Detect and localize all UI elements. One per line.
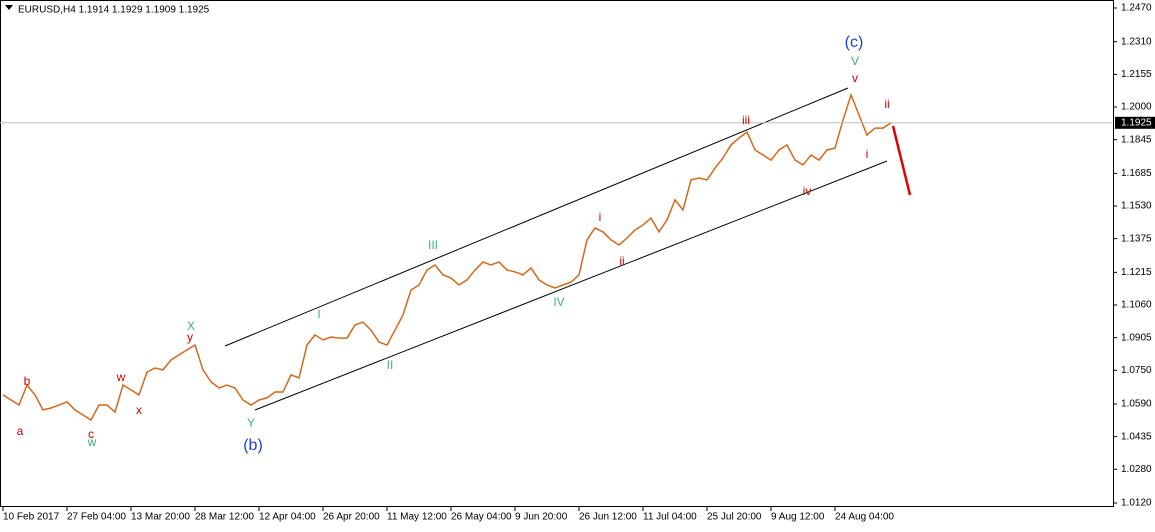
x-tick-label: 28 Mar 12:00 [195,512,254,523]
y-tick-label: 1.2310 [1121,36,1152,47]
y-tick-label: 1.1530 [1121,201,1152,212]
x-tick-label: 26 Apr 20:00 [323,512,380,523]
wave-label: v [852,71,858,85]
y-tick-label: 1.0750 [1121,365,1152,376]
wave-label: II [387,358,394,372]
current-price-label: 1.1925 [1121,117,1152,128]
y-tick-label: 1.1845 [1121,134,1152,145]
x-tick-label: 9 Jun 20:00 [515,512,568,523]
wave-label: x [136,403,142,417]
wave-label: III [428,238,438,252]
chart-title: EURUSD,H4 1.1914 1.1929 1.1909 1.1925 [18,5,210,16]
y-tick-label: 1.0435 [1121,431,1152,442]
wave-label: w [87,435,97,449]
wave-label: i [866,147,869,161]
x-tick-label: 11 Jul 04:00 [643,512,697,523]
x-tick-label: 10 Feb 2017 [3,512,60,523]
projection-line [891,125,912,196]
menu-icon[interactable] [5,5,13,10]
y-tick-label: 1.2470 [1121,3,1152,14]
x-tick-label: 26 Jun 12:00 [579,512,637,523]
y-tick-label: 1.2000 [1121,102,1152,113]
wave-label: I [317,307,320,321]
wave-label: a [17,424,24,438]
y-tick-label: 1.2155 [1121,69,1152,80]
wave-label: Y [247,416,255,430]
x-tick-label: 11 May 12:00 [387,512,447,523]
channel-lower [254,160,888,411]
y-tick-label: 1.1060 [1121,300,1152,311]
wave-label: y [187,330,193,344]
wave-label: X [187,319,195,333]
x-tick-label: 13 Mar 20:00 [131,512,190,523]
wave-label: iii [742,113,750,127]
wave-label: (c) [845,34,864,51]
x-tick-label: 24 Aug 04:00 [835,512,894,523]
y-tick-label: 1.1375 [1121,233,1152,244]
x-tick-label: 25 Jul 20:00 [707,512,762,523]
wave-label: i [599,210,602,224]
y-tick-label: 1.0905 [1121,332,1152,343]
wave-label: iv [803,184,812,198]
y-tick-label: 1.1215 [1121,267,1152,278]
y-tick-label: 1.1685 [1121,168,1152,179]
price-line [2,92,892,422]
plot-frame [0,0,1114,507]
wave-label: ii [619,254,624,268]
wave-label: w [116,370,126,384]
y-tick-label: 1.0590 [1121,399,1152,410]
x-tick-label: 12 Apr 04:00 [259,512,316,523]
x-tick-label: 27 Feb 04:00 [67,512,126,523]
wave-label: IV [553,295,564,309]
wave-label: b [24,374,31,388]
channel-upper [224,87,849,347]
wave-label: V [851,54,859,68]
wave-label: (b) [243,437,263,454]
y-tick-label: 1.0280 [1121,464,1152,475]
wave-label: c [88,427,94,441]
current-price-box [1115,116,1155,129]
y-tick-label: 1.0120 [1121,498,1152,509]
wave-label: ii [884,97,889,111]
x-tick-label: 26 May 04:00 [451,512,512,523]
x-tick-label: 9 Aug 12:00 [771,512,825,523]
